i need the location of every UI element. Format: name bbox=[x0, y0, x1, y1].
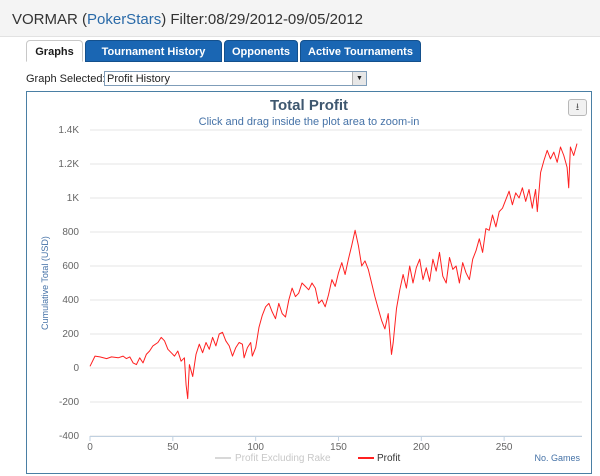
chart-panel: Total Profit Click and drag inside the p… bbox=[26, 91, 592, 474]
player-filter-title: VORMAR (PokerStars) Filter:08/29/2012-09… bbox=[12, 11, 363, 28]
x-tick-label: 0 bbox=[87, 442, 93, 453]
x-tick-label: 250 bbox=[496, 442, 513, 453]
legend-profit-excluding-rake: Profit Excluding Rake bbox=[235, 453, 331, 464]
x-tick-label: 150 bbox=[330, 442, 347, 453]
tab-tournament-history[interactable]: Tournament History bbox=[85, 40, 222, 62]
x-tick-label: 200 bbox=[413, 442, 430, 453]
graph-selector-label: Graph Selected: bbox=[26, 73, 106, 85]
page-header: VORMAR (PokerStars) Filter:08/29/2012-09… bbox=[0, 0, 600, 37]
date-filter: ) Filter:08/29/2012-09/05/2012 bbox=[161, 11, 364, 28]
graph-select-dropdown[interactable]: Profit History ▼ bbox=[104, 71, 367, 86]
y-tick-label: 1K bbox=[67, 193, 80, 204]
y-tick-label: 600 bbox=[62, 261, 79, 272]
y-tick-label: 400 bbox=[62, 295, 79, 306]
x-axis-label: No. Games bbox=[534, 453, 580, 463]
tab-active-tournaments[interactable]: Active Tournaments bbox=[300, 40, 421, 62]
tab-opponents[interactable]: Opponents bbox=[224, 40, 298, 62]
player-name: VORMAR ( bbox=[12, 11, 87, 28]
chart-subtitle: Click and drag inside the plot area to z… bbox=[198, 116, 420, 128]
y-axis-label: Cumulative Total (USD) bbox=[40, 236, 50, 330]
x-tick-label: 100 bbox=[247, 442, 264, 453]
graph-selector: Graph Selected: Profit History ▼ bbox=[26, 71, 367, 86]
y-tick-label: 1.4K bbox=[58, 125, 79, 136]
download-icon[interactable]: ⭳ bbox=[568, 99, 587, 116]
profit-series-line bbox=[89, 143, 578, 400]
site-link[interactable]: PokerStars bbox=[87, 11, 162, 28]
y-tick-label: 1.2K bbox=[58, 159, 79, 170]
dropdown-arrow-icon[interactable]: ▼ bbox=[352, 72, 366, 85]
profit-chart[interactable]: -400 -200 0 200 400 600 800 1K 1.2K 1.4K 0 50 100 150… bbox=[27, 92, 591, 473]
chart-title: Total Profit bbox=[269, 97, 349, 114]
y-tick-label: 0 bbox=[73, 363, 79, 374]
y-tick-label: -200 bbox=[59, 397, 79, 408]
graph-select-value: Profit History bbox=[107, 73, 170, 85]
tab-graphs[interactable]: Graphs bbox=[26, 40, 83, 62]
legend-profit: Profit bbox=[377, 453, 401, 464]
y-tick-label: 200 bbox=[62, 329, 79, 340]
y-tick-label: -400 bbox=[59, 431, 79, 442]
x-tick-label: 50 bbox=[167, 442, 179, 453]
y-tick-label: 800 bbox=[62, 227, 79, 238]
